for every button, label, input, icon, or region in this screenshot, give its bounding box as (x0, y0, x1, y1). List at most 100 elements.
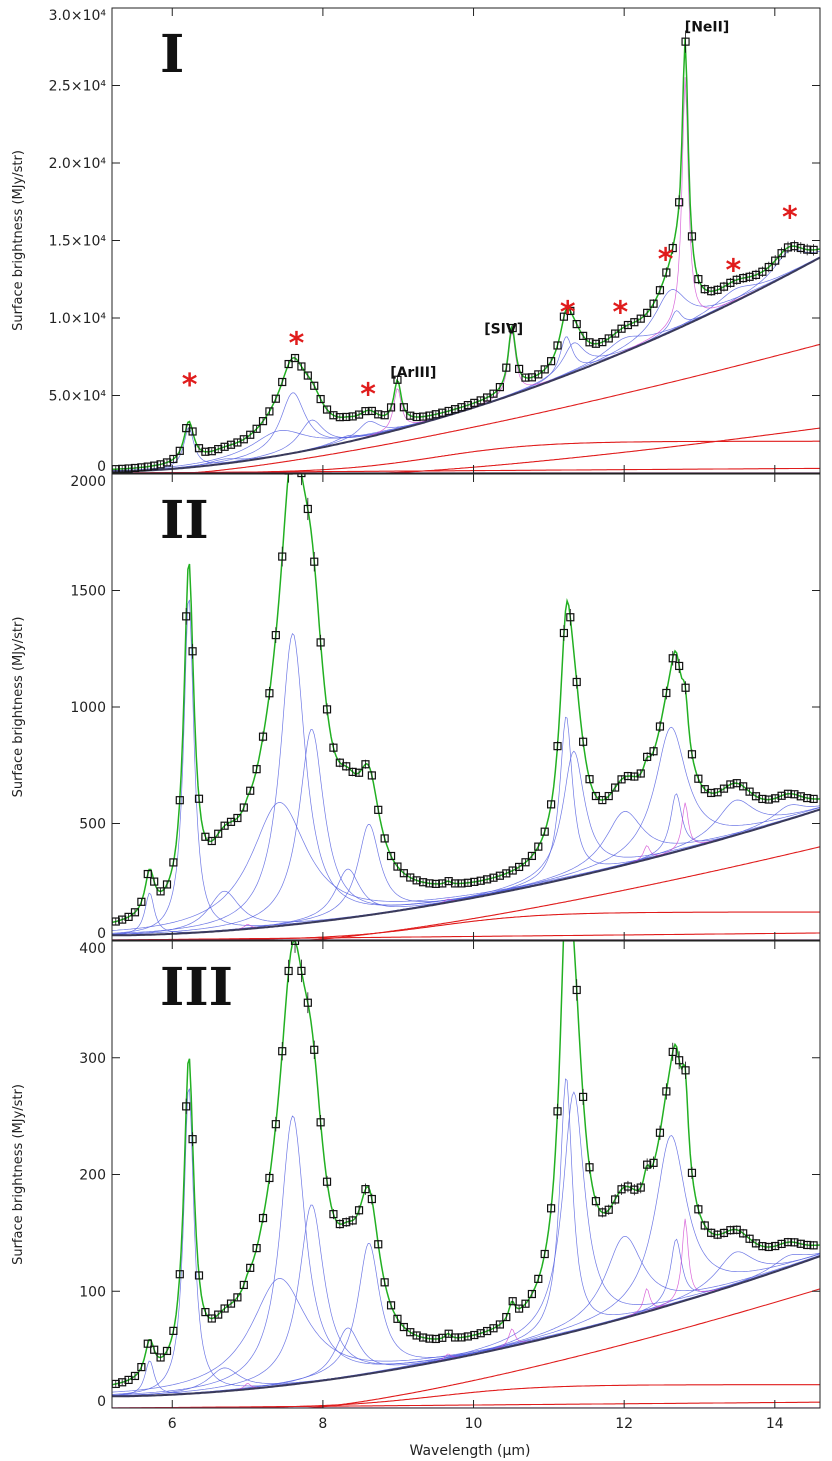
data-point (572, 677, 581, 687)
data-point (553, 742, 562, 751)
y-tick-label: 1.0×10⁴ (49, 311, 107, 327)
data-point (547, 357, 556, 366)
data-point (739, 782, 748, 791)
data-point (559, 312, 569, 321)
pah-feature-10 (112, 808, 820, 936)
data-point (508, 1297, 517, 1306)
data-point (316, 394, 325, 404)
line-label: [ArIII] (390, 365, 436, 381)
data-point (700, 1221, 709, 1230)
data-point (354, 1206, 364, 1215)
data-point (668, 654, 677, 663)
data-point (495, 1320, 504, 1329)
data-point (220, 1304, 229, 1313)
data-point (246, 1263, 255, 1272)
data-point (182, 1102, 191, 1111)
data-point (188, 427, 197, 436)
pah-feature-0 (112, 1255, 820, 1396)
y-tick-label: 1500 (70, 584, 106, 600)
data-point (643, 752, 652, 761)
y-tick-label: 0 (97, 926, 106, 942)
data-point (374, 805, 383, 814)
data-point (399, 403, 408, 412)
data-point (310, 381, 319, 390)
model-fit-line (112, 474, 820, 924)
data-point (258, 1213, 268, 1223)
panel-label: III (160, 957, 233, 1018)
continuum-component-1 (112, 1384, 820, 1408)
data-point (329, 743, 338, 752)
gas-line-2 (112, 1255, 820, 1397)
y-axis-label: Surface brightness (MJy/str) (11, 1084, 26, 1265)
data-point (278, 377, 287, 387)
data-point (534, 1274, 543, 1283)
data-point (534, 842, 543, 851)
pah-star-marker: * (560, 295, 576, 330)
data-point (124, 912, 133, 921)
data-point (508, 323, 517, 333)
data-point (162, 1346, 172, 1356)
pah-star-marker: * (182, 368, 198, 403)
data-point (188, 647, 197, 656)
continuum-component-0 (112, 343, 820, 473)
panel-III: 0 100 200 300 400 6 8 10 12 14 Surface brightness … (11, 920, 821, 1432)
pah-feature-2 (112, 1255, 820, 1397)
data-point (303, 371, 312, 380)
data-point (322, 405, 332, 414)
pah-star-marker: * (658, 243, 674, 278)
data-point (150, 1345, 159, 1354)
data-point (572, 319, 581, 329)
data-point (297, 362, 306, 371)
data-point (239, 435, 248, 444)
data-point (374, 1240, 383, 1249)
data-point (681, 683, 690, 692)
data-point (809, 1241, 818, 1250)
continuum-component-2 (112, 1401, 820, 1408)
data-point (527, 1289, 537, 1299)
data-point (290, 941, 300, 945)
plot-frame (111, 7, 821, 474)
x-axis-label: Wavelength (μm) (410, 1443, 531, 1459)
line-label: [SIV] (484, 322, 523, 338)
data-point (290, 353, 300, 363)
y-axis-label: Surface brightness (MJy/str) (11, 617, 26, 798)
data-point (252, 1244, 261, 1253)
data-point (246, 430, 255, 439)
data-point (675, 661, 684, 671)
data-point (719, 784, 729, 793)
plot-frame (111, 473, 821, 941)
data-point (271, 631, 280, 640)
pah-feature-13 (112, 799, 820, 936)
data-point (560, 920, 567, 927)
data-point (137, 897, 146, 906)
data-point (367, 1194, 376, 1204)
data-point (194, 794, 204, 803)
data-point (278, 1047, 287, 1056)
data-point (566, 306, 575, 316)
data-point (649, 299, 658, 308)
data-point (655, 722, 665, 731)
data-point (399, 1322, 408, 1332)
y-tick-label: 400 (79, 941, 106, 957)
data-point (143, 869, 152, 879)
data-point (310, 1045, 319, 1054)
continuum-component-1 (112, 427, 820, 473)
panel-label: II (160, 490, 209, 551)
data-point (386, 1301, 396, 1310)
y-tick-label: 1000 (70, 700, 106, 716)
data-point (649, 1158, 658, 1167)
data-point (316, 638, 325, 647)
data-point (611, 329, 620, 338)
data-point (585, 775, 594, 784)
data-point (310, 557, 319, 566)
data-point (162, 880, 172, 889)
data-point (489, 389, 498, 398)
data-point (611, 783, 620, 792)
data-point (239, 1280, 248, 1290)
pah-feature-9 (112, 1091, 820, 1397)
data-point (214, 829, 223, 838)
x-tick-label: 12 (615, 1416, 633, 1432)
y-tick-label: 1.5×10⁴ (49, 234, 107, 250)
gas-line-0 (112, 809, 820, 936)
